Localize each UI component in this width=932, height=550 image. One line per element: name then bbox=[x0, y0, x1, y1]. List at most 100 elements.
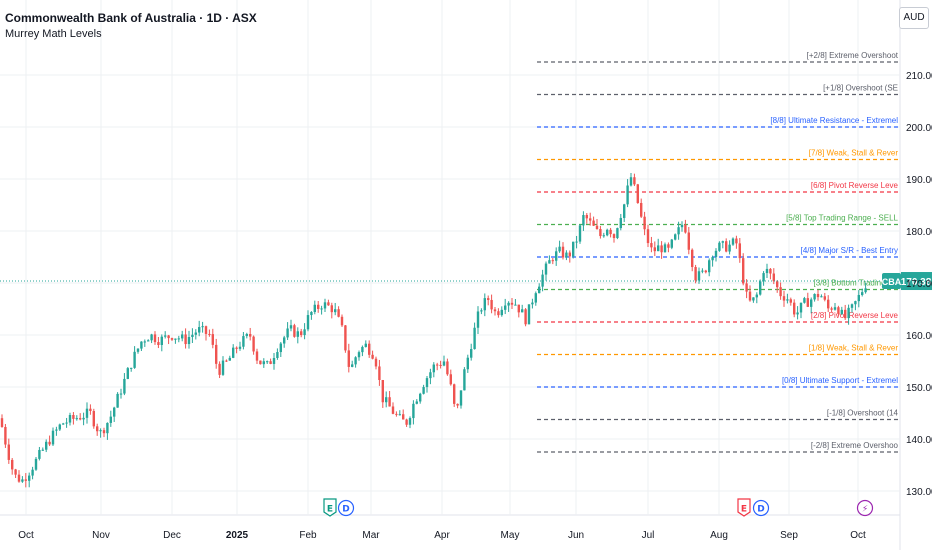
candle-body bbox=[473, 327, 476, 350]
candle-body bbox=[864, 288, 867, 293]
candle-body bbox=[7, 444, 10, 460]
candle-body bbox=[752, 297, 755, 301]
candle-body bbox=[204, 326, 208, 334]
candle-body bbox=[34, 458, 38, 470]
murrey-level-label: [4/8] Major S/R - Best Entry bbox=[801, 246, 898, 255]
candle-body bbox=[296, 331, 299, 337]
candle-body bbox=[354, 357, 357, 365]
candle-body bbox=[439, 364, 442, 366]
time-tick-label: Feb bbox=[299, 530, 317, 541]
candle-body bbox=[130, 367, 133, 369]
candle-body bbox=[72, 414, 75, 419]
candle-body bbox=[558, 246, 561, 252]
murrey-level-label: [+1/8] Overshoot (SE bbox=[823, 84, 898, 93]
candle-body bbox=[636, 184, 639, 203]
candle-body bbox=[136, 348, 140, 352]
currency-button[interactable]: AUD bbox=[899, 7, 929, 29]
candle-body bbox=[500, 309, 503, 316]
time-tick-label: Mar bbox=[362, 530, 380, 541]
time-tick-label: Jul bbox=[642, 530, 655, 541]
candle-body bbox=[772, 273, 775, 282]
candle-body bbox=[742, 258, 745, 284]
candle-body bbox=[157, 342, 160, 345]
candle-body bbox=[799, 302, 803, 313]
price-axis[interactable]: 130.00 140.00 150.00 160.00 170.00 180.00 190.… bbox=[906, 71, 932, 498]
candle-body bbox=[334, 309, 337, 313]
candle-body bbox=[806, 298, 809, 307]
time-axis[interactable]: Oct Nov Dec 2025 Feb Mar Apr May Jun Jul Aug Sep Oct bbox=[18, 530, 866, 541]
candle-body bbox=[687, 232, 690, 250]
time-tick-label: Dec bbox=[163, 530, 181, 541]
candle-body bbox=[708, 260, 711, 273]
candle-body bbox=[765, 268, 769, 274]
candle-body bbox=[745, 283, 748, 292]
murrey-level-label: [0/8] Ultimate Support - Extremel bbox=[782, 376, 898, 385]
candle-body bbox=[507, 302, 510, 306]
candle-body bbox=[470, 349, 473, 358]
candle-body bbox=[41, 449, 44, 451]
candle-body bbox=[242, 336, 245, 347]
candle-body bbox=[225, 360, 228, 362]
candle-body bbox=[347, 350, 350, 367]
candle-body bbox=[810, 299, 813, 307]
candle-body bbox=[116, 393, 119, 408]
candle-body bbox=[861, 292, 864, 295]
candle-body bbox=[153, 334, 157, 343]
event-markers[interactable]: E D E D ⚡ bbox=[323, 498, 874, 517]
candle-body bbox=[361, 346, 364, 353]
candle-body bbox=[170, 338, 174, 340]
candle-body bbox=[238, 346, 242, 349]
candle-body bbox=[167, 335, 170, 339]
candle-body bbox=[364, 343, 367, 347]
candle-body bbox=[286, 328, 289, 338]
candle-body bbox=[48, 441, 51, 445]
candle-body bbox=[650, 243, 653, 248]
candle-body bbox=[228, 357, 231, 361]
candle-body bbox=[619, 217, 622, 229]
price-tick-label: 140.00 bbox=[906, 435, 932, 446]
candle-body bbox=[575, 241, 578, 243]
candle-body bbox=[337, 309, 340, 317]
candle-body bbox=[449, 374, 452, 385]
candle-body bbox=[160, 336, 163, 345]
candle-body bbox=[323, 302, 327, 309]
candle-body bbox=[643, 216, 646, 230]
candle-body bbox=[612, 234, 616, 239]
earnings-icon bbox=[737, 498, 751, 517]
candle-body bbox=[75, 418, 78, 420]
candle-body bbox=[133, 351, 136, 368]
candle-body bbox=[487, 298, 490, 300]
candle-body bbox=[249, 333, 252, 337]
candle-body bbox=[466, 357, 469, 370]
candle-body bbox=[616, 228, 619, 239]
candle-body bbox=[463, 369, 466, 391]
candle-body bbox=[58, 424, 61, 430]
candle-body bbox=[670, 239, 673, 248]
dividend-icon bbox=[752, 499, 770, 517]
price-tick-label: 130.00 bbox=[906, 487, 932, 498]
candle-body bbox=[201, 326, 204, 328]
candle-body bbox=[340, 316, 344, 326]
candle-body bbox=[51, 430, 55, 445]
candle-body bbox=[697, 271, 701, 281]
candle-body bbox=[388, 397, 391, 407]
candle-body bbox=[653, 247, 656, 252]
candle-body bbox=[446, 361, 449, 375]
price-tick-label: 210.00 bbox=[906, 71, 932, 82]
event-marker-label: ⚡ bbox=[862, 505, 868, 515]
candle-body bbox=[143, 341, 146, 343]
candle-body bbox=[823, 296, 826, 300]
candle-body bbox=[663, 244, 667, 253]
candle-body bbox=[232, 347, 235, 358]
candle-body bbox=[330, 305, 333, 313]
candle-body bbox=[524, 309, 527, 325]
candle-body bbox=[55, 429, 58, 431]
price-tick-label: 180.00 bbox=[906, 227, 932, 238]
candle-body bbox=[276, 352, 279, 358]
indicator-name[interactable]: Murrey Math Levels bbox=[5, 28, 102, 40]
candle-body bbox=[402, 414, 405, 420]
candle-body bbox=[415, 401, 418, 404]
candle-body bbox=[21, 479, 24, 482]
candle-body bbox=[572, 241, 575, 257]
